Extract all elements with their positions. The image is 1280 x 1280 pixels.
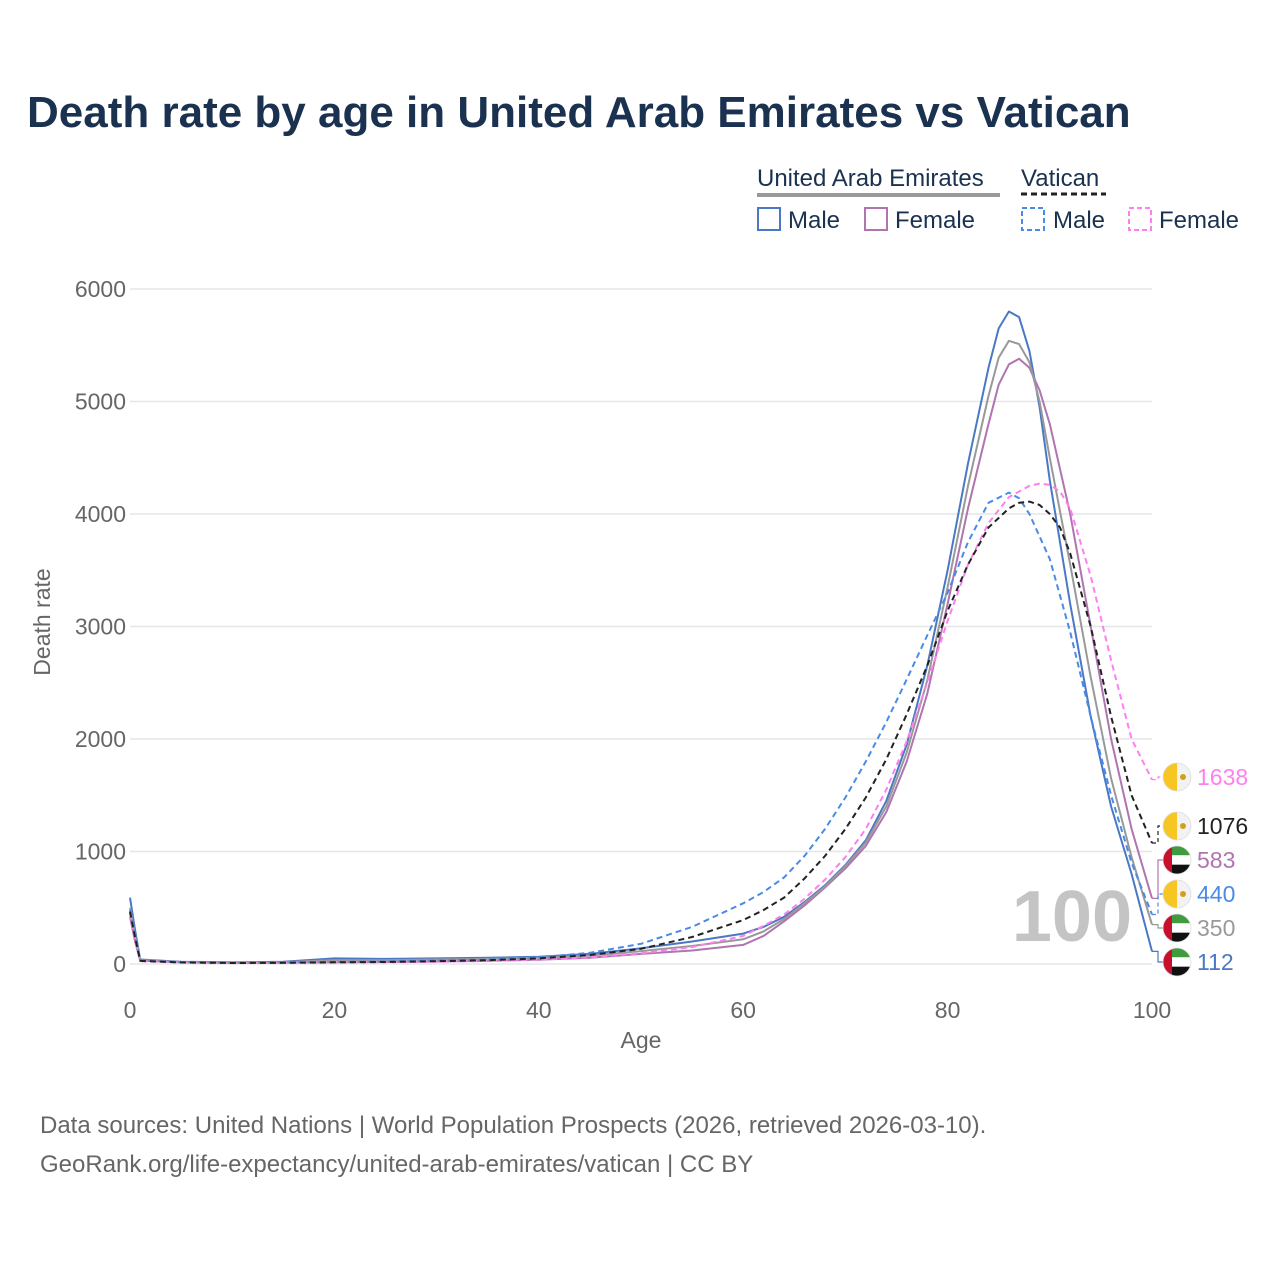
legend-vatican-female-label: Female xyxy=(1159,207,1239,234)
legend: United Arab Emirates Vatican Male Female… xyxy=(757,165,1239,234)
vatican-flag-icon xyxy=(1162,811,1192,841)
y-tick-labels: 0 1000 2000 3000 4000 5000 6000 xyxy=(75,276,126,977)
series-line-uae-total[interactable] xyxy=(129,339,1153,964)
series-line-vat-male[interactable] xyxy=(129,491,1153,964)
legend-group-vatican: Vatican xyxy=(1021,165,1099,192)
series-line-vat-female[interactable] xyxy=(129,482,1153,965)
chart-svg: United Arab Emirates Vatican Male Female… xyxy=(29,165,1248,1053)
end-label-value: 440 xyxy=(1197,881,1235,907)
y-tick-label: 5000 xyxy=(75,389,126,415)
series-line-uae-female[interactable] xyxy=(129,357,1153,964)
chart-title: Death rate by age in United Arab Emirate… xyxy=(27,88,1131,137)
legend-uae-male-label: Male xyxy=(788,207,840,234)
end-label-value: 583 xyxy=(1197,847,1235,873)
legend-vatican-male-label: Male xyxy=(1053,207,1105,234)
x-tick-label: 60 xyxy=(730,997,756,1023)
end-label-value: 350 xyxy=(1197,915,1235,941)
legend-group-uae: United Arab Emirates xyxy=(757,165,984,192)
year-watermark: 100 xyxy=(1012,877,1132,957)
source-line-2[interactable]: GeoRank.org/life-expectancy/united-arab-… xyxy=(40,1151,754,1178)
end-label-leader xyxy=(1152,923,1166,929)
y-axis-label: Death rate xyxy=(29,568,55,675)
legend-uae-female-label: Female xyxy=(895,207,975,234)
end-label-leader xyxy=(1152,859,1166,900)
y-tick-label: 6000 xyxy=(75,276,126,302)
end-label-leader xyxy=(1152,893,1166,916)
end-label-value: 112 xyxy=(1197,949,1234,975)
legend-uae-male-swatch[interactable] xyxy=(757,207,781,231)
y-tick-label: 2000 xyxy=(75,726,126,752)
legend-group-uae-underline xyxy=(757,193,1000,197)
vatican-flag-icon xyxy=(1162,879,1192,909)
end-label-leader xyxy=(1152,950,1166,963)
source-note: Data sources: United Nations | World Pop… xyxy=(40,1106,986,1184)
x-tick-label: 20 xyxy=(322,997,348,1023)
end-label-value: 1638 xyxy=(1197,764,1248,790)
end-label-leader xyxy=(1152,825,1166,844)
end-labels: 1638 1076 583 440 350 112 xyxy=(1152,762,1248,977)
uae-flag-icon xyxy=(1162,913,1192,943)
x-axis-label: Age xyxy=(621,1027,662,1053)
grid xyxy=(130,288,1152,965)
source-line-1: Data sources: United Nations | World Pop… xyxy=(40,1112,987,1139)
x-tick-label: 100 xyxy=(1133,997,1171,1023)
y-tick-label: 4000 xyxy=(75,501,126,527)
end-label-leader xyxy=(1152,776,1166,781)
y-tick-label: 3000 xyxy=(75,614,126,640)
y-tick-label: 0 xyxy=(113,951,126,977)
series-line-vat-total[interactable] xyxy=(129,500,1153,964)
x-tick-label: 80 xyxy=(935,997,961,1023)
legend-uae-female-swatch[interactable] xyxy=(864,207,888,231)
x-tick-label: 40 xyxy=(526,997,552,1023)
series-line-uae-male[interactable] xyxy=(129,310,1153,964)
x-tick-label: 0 xyxy=(124,997,137,1023)
x-tick-labels: 0 20 40 60 80 100 xyxy=(124,997,1172,1023)
uae-flag-icon xyxy=(1162,947,1192,977)
vatican-flag-icon xyxy=(1162,762,1192,792)
y-tick-label: 1000 xyxy=(75,839,126,865)
legend-vatican-male-swatch[interactable] xyxy=(1021,207,1045,231)
uae-flag-icon xyxy=(1162,845,1192,875)
series-lines xyxy=(129,310,1153,965)
end-label-value: 1076 xyxy=(1197,813,1248,839)
legend-vatican-female-swatch[interactable] xyxy=(1128,207,1152,231)
